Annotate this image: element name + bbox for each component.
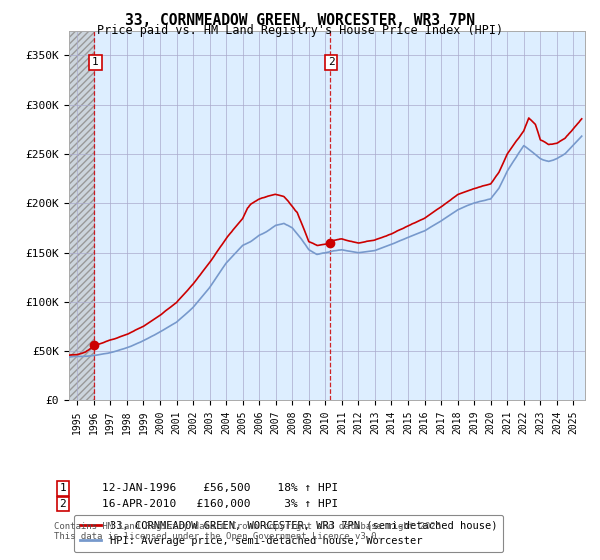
- Text: 33, CORNMEADOW GREEN, WORCESTER, WR3 7PN: 33, CORNMEADOW GREEN, WORCESTER, WR3 7PN: [125, 13, 475, 28]
- Text: 1: 1: [92, 58, 99, 67]
- Text: Price paid vs. HM Land Registry's House Price Index (HPI): Price paid vs. HM Land Registry's House …: [97, 24, 503, 36]
- Text: 16-APR-2010   £160,000     3% ↑ HPI: 16-APR-2010 £160,000 3% ↑ HPI: [102, 499, 338, 509]
- Text: 2: 2: [328, 58, 334, 67]
- Text: Contains HM Land Registry data © Crown copyright and database right 2025.
This d: Contains HM Land Registry data © Crown c…: [54, 522, 446, 542]
- Text: 12-JAN-1996    £56,500    18% ↑ HPI: 12-JAN-1996 £56,500 18% ↑ HPI: [102, 483, 338, 493]
- Bar: [69, 31, 94, 400]
- Legend: 33, CORNMEADOW GREEN, WORCESTER, WR3 7PN (semi-detached house), HPI: Average pri: 33, CORNMEADOW GREEN, WORCESTER, WR3 7PN…: [74, 515, 503, 552]
- Text: 2: 2: [59, 499, 67, 509]
- Text: 1: 1: [59, 483, 67, 493]
